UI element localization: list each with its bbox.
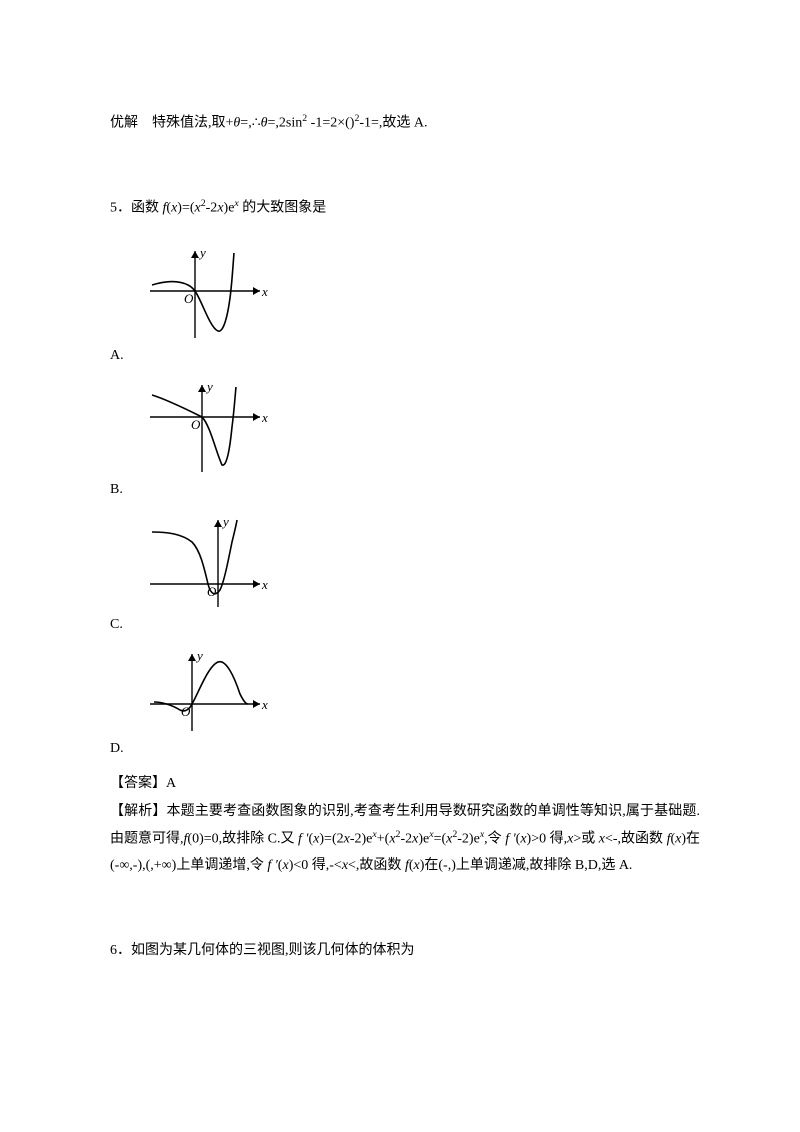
svg-text:y: y [198, 245, 206, 260]
text: )e [418, 832, 429, 847]
text: -1=2×() [307, 116, 354, 131]
answer-value: A [166, 776, 176, 791]
text: ,令 [484, 832, 502, 847]
var-fprime: f ′ [295, 832, 309, 847]
option-b-label: B. [110, 477, 123, 508]
svg-text:y: y [221, 514, 229, 529]
question-number: 5． [110, 201, 131, 216]
analysis-label: 【解析】 [110, 804, 167, 819]
text: )在(-,)上单调递减,故排除 B,D,选 A. [420, 858, 633, 873]
text: -2 [206, 201, 218, 216]
graph-option-a: x y O [140, 243, 700, 343]
question-5: 5．函数 f(x)=(x2-2x)ex 的大致图象是 [110, 195, 700, 222]
text: -1=,故选 A. [359, 116, 427, 131]
graph-option-b: x y O [140, 377, 700, 477]
analysis-text: 【解析】本题主要考查函数图象的识别,考查考生利用导数研究函数的单调性等知识,属于… [110, 799, 700, 879]
text: <,故函数 [348, 858, 405, 873]
svg-text:x: x [261, 410, 268, 425]
answer-line: 【答案】A [110, 771, 700, 798]
text: 如图为某几何体的三视图,则该几何体的体积为 [131, 943, 415, 958]
question-number: 6． [110, 943, 131, 958]
text: )e [224, 201, 235, 216]
question-6: 6．如图为某几何体的三视图,则该几何体的体积为 [110, 938, 700, 965]
text: 优解 特殊值法,取+ [110, 116, 233, 131]
text: -2 [400, 832, 412, 847]
text: 函数 [131, 201, 163, 216]
option-a-label: A. [110, 343, 124, 374]
text: =,2sin [268, 116, 303, 131]
text: >或 [573, 832, 598, 847]
var-fprime: f ′ [264, 858, 278, 873]
text: =, [240, 116, 251, 131]
text: )=(2 [319, 832, 343, 847]
text: )<0 得,-< [289, 858, 342, 873]
svg-text:O: O [184, 291, 194, 306]
text: +( [377, 832, 390, 847]
svg-text:y: y [195, 648, 203, 663]
therefore-symbol: ∴ [252, 116, 261, 131]
text: (0)=0,故排除 C.又 [187, 832, 294, 847]
option-d-label: D. [110, 736, 124, 767]
text: -2)e [457, 832, 480, 847]
solution-intro: 优解 特殊值法,取+θ=,∴θ=,2sin2 -1=2×()2-1=,故选 A. [110, 110, 700, 137]
graph-option-d: x y O [140, 646, 700, 736]
theta: θ [261, 116, 268, 131]
option-c-label: C. [110, 612, 123, 643]
svg-text:x: x [261, 577, 268, 592]
text: =( [182, 201, 195, 216]
text: )>0 得, [527, 832, 568, 847]
var-fprime: f ′ [502, 832, 516, 847]
answer-label: 【答案】 [110, 776, 166, 791]
svg-text:O: O [191, 417, 201, 432]
svg-text:y: y [205, 379, 213, 394]
svg-text:x: x [261, 697, 268, 712]
text: -2)e [350, 832, 373, 847]
graph-option-c: x y O [140, 512, 700, 612]
text: =( [434, 832, 447, 847]
text: 的大致图象是 [239, 201, 327, 216]
text: <-,故函数 [605, 832, 667, 847]
svg-text:x: x [261, 284, 268, 299]
